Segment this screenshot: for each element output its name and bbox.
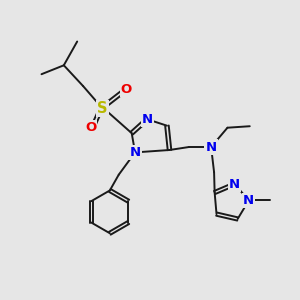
Text: O: O bbox=[85, 121, 96, 134]
Text: N: N bbox=[229, 178, 240, 190]
Text: S: S bbox=[97, 101, 108, 116]
Text: N: N bbox=[142, 113, 153, 126]
Text: O: O bbox=[121, 82, 132, 96]
Text: N: N bbox=[243, 194, 254, 207]
Text: N: N bbox=[206, 140, 217, 154]
Text: N: N bbox=[130, 146, 141, 159]
